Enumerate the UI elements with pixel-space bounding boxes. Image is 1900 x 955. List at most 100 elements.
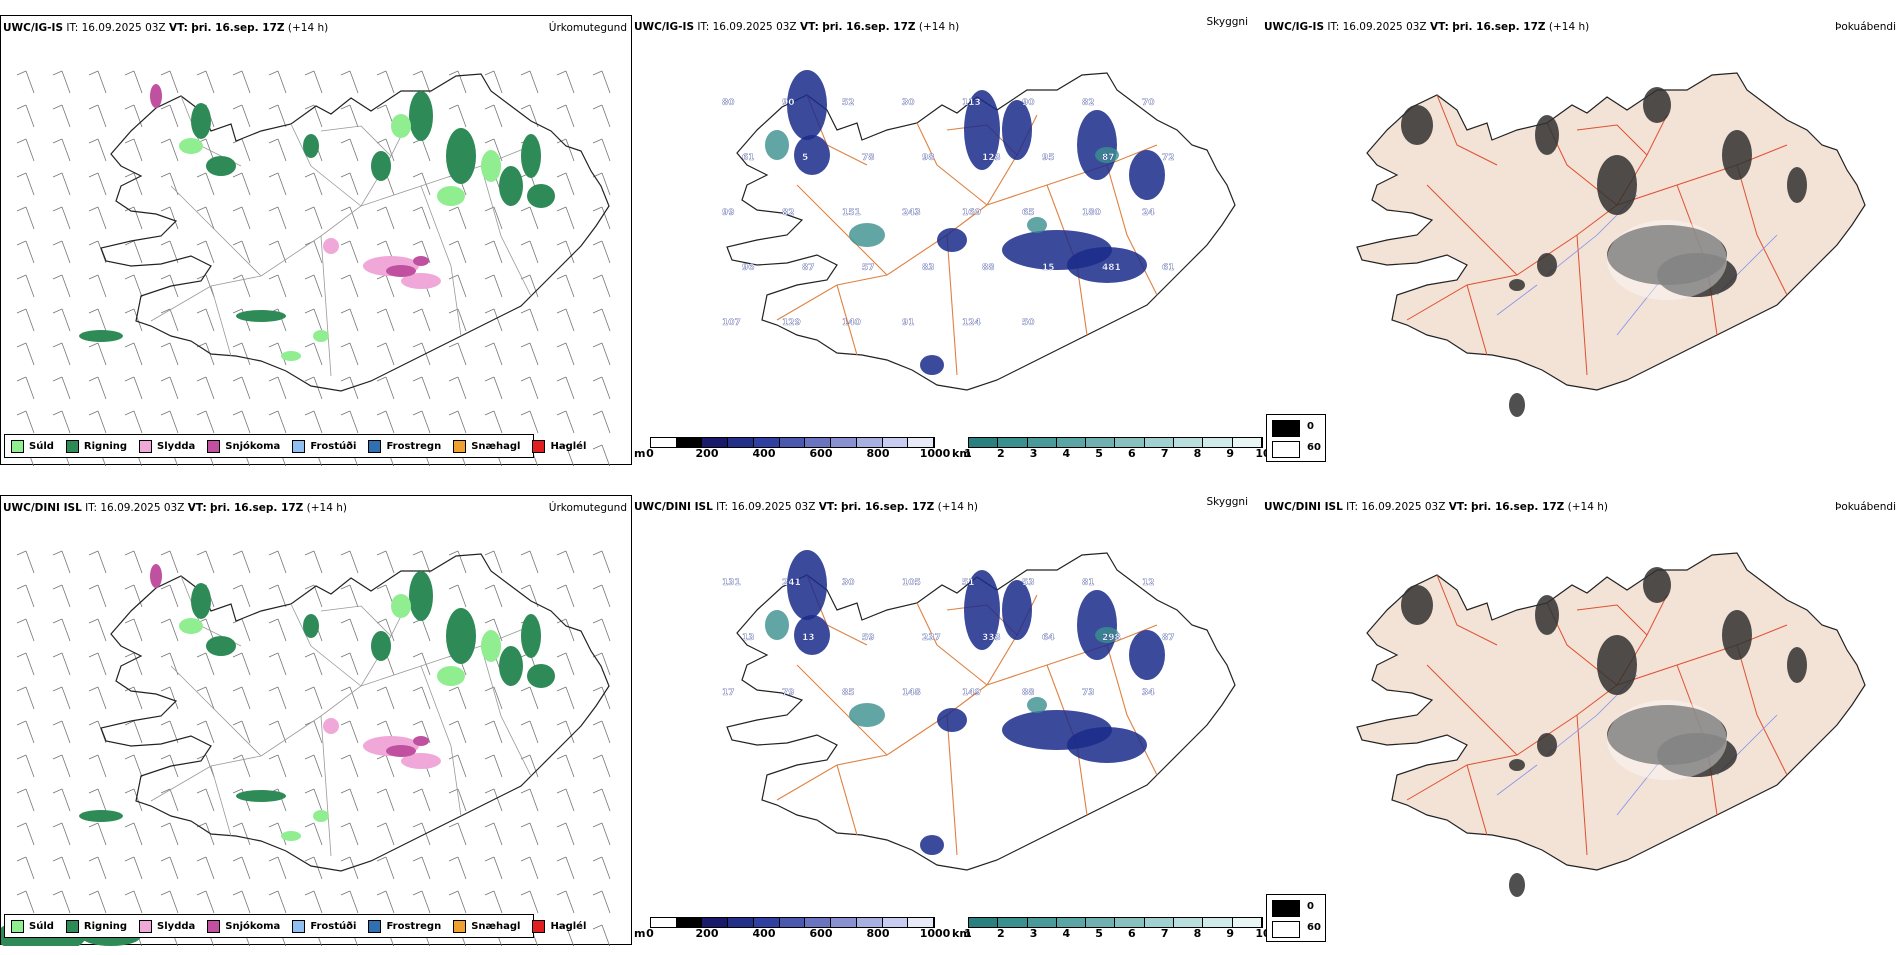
scale-step bbox=[728, 918, 754, 927]
wind-barb bbox=[196, 308, 215, 332]
wind-barb bbox=[484, 70, 503, 94]
vt-value: þri. 16.sep. 17Z bbox=[841, 501, 935, 513]
precip-area bbox=[794, 615, 830, 655]
wind-barb bbox=[160, 618, 179, 642]
legend-item: Snjókoma bbox=[207, 439, 280, 453]
wind-barb bbox=[304, 240, 323, 264]
legend-swatch bbox=[11, 439, 24, 453]
cloud-labels: 131 241 30 105 51 53 81 12 13 13 59 237 333 64 298 87 17… bbox=[722, 578, 1175, 698]
wind-barb bbox=[556, 788, 575, 812]
iceland-landmass bbox=[726, 550, 1236, 871]
cloud-height-label: 13 bbox=[742, 633, 755, 643]
precip-area bbox=[206, 156, 236, 176]
wind-barb bbox=[484, 822, 503, 846]
wind-barb bbox=[340, 686, 359, 710]
wind-barb bbox=[232, 410, 251, 434]
panel-title: Þokuábendi bbox=[1835, 501, 1896, 513]
precip-area bbox=[527, 184, 555, 208]
cloud-height-label: 241 bbox=[782, 578, 801, 588]
wind-barb bbox=[340, 138, 359, 162]
scale-step bbox=[1086, 438, 1116, 447]
precip-area bbox=[323, 718, 339, 734]
wind-barb bbox=[592, 240, 611, 264]
legend-item: Rigning bbox=[65, 919, 127, 933]
scale-step bbox=[676, 918, 703, 927]
precip-area bbox=[1722, 130, 1752, 180]
cloud-height-label: 82 bbox=[782, 208, 795, 218]
cloud-height-label: 243 bbox=[902, 208, 921, 218]
wind-barb bbox=[484, 754, 503, 778]
fog-legend-swatch bbox=[1272, 900, 1300, 917]
wind-barb bbox=[196, 720, 215, 744]
wind-barb bbox=[556, 686, 575, 710]
wind-barb bbox=[520, 788, 539, 812]
precip-area bbox=[313, 810, 329, 822]
legend-label: Súld bbox=[29, 920, 54, 932]
wind-barb bbox=[412, 206, 431, 230]
cloud-height-label: 91 bbox=[902, 318, 915, 328]
river-line bbox=[1496, 284, 1538, 316]
vt-label: VT: bbox=[168, 22, 188, 34]
scale-tick-label: 8 bbox=[1193, 927, 1202, 940]
wind-barb bbox=[448, 410, 467, 434]
scale-step bbox=[1056, 918, 1087, 927]
cloud-height-label: 64 bbox=[1042, 633, 1055, 643]
road-line bbox=[210, 285, 232, 357]
wind-barb bbox=[592, 308, 611, 332]
precip-area bbox=[79, 330, 123, 342]
scale-tick-label: 1000 bbox=[919, 927, 951, 940]
lead-time: (+14 h) bbox=[306, 502, 347, 514]
wind-barb bbox=[52, 686, 71, 710]
scale-tick-label: 800 bbox=[866, 927, 890, 940]
scale-step bbox=[676, 438, 703, 447]
precip-area bbox=[413, 736, 429, 746]
wind-barb bbox=[124, 104, 143, 128]
scale-step bbox=[831, 438, 857, 447]
legend-swatch bbox=[368, 919, 382, 933]
scale-step bbox=[1144, 918, 1175, 927]
precip-area bbox=[1787, 647, 1807, 683]
road-line bbox=[1576, 714, 1588, 856]
precip-area bbox=[849, 703, 885, 727]
cloud-height-label: 5 bbox=[802, 153, 808, 163]
wind-barb bbox=[484, 550, 503, 574]
wind-barb bbox=[88, 584, 107, 608]
wind-barb bbox=[412, 70, 431, 94]
wind-barb bbox=[340, 822, 359, 846]
precip-area bbox=[521, 614, 541, 658]
vt-label: VT: bbox=[818, 501, 838, 513]
legend-swatch bbox=[292, 919, 306, 933]
scale-colorbar bbox=[968, 437, 1263, 448]
legend-swatch bbox=[532, 439, 546, 453]
road-line bbox=[420, 185, 462, 337]
wind-barb bbox=[304, 342, 323, 366]
wind-barb bbox=[340, 410, 359, 434]
wind-barb bbox=[268, 274, 287, 298]
cloud-height-label: 149 bbox=[962, 688, 981, 698]
precip-area bbox=[499, 166, 523, 206]
wind-barb bbox=[16, 342, 35, 366]
wind-barb bbox=[556, 376, 575, 400]
legend-label: Slydda bbox=[157, 920, 196, 932]
model-name: UWC/DINI ISL bbox=[1264, 501, 1343, 513]
wind-barb bbox=[484, 308, 503, 332]
wind-barb bbox=[268, 856, 287, 880]
legend-label: Haglél bbox=[550, 440, 587, 452]
precip-area bbox=[964, 570, 1000, 650]
precip-area bbox=[521, 134, 541, 178]
cloud-height-label: 85 bbox=[842, 688, 855, 698]
scale-step bbox=[1232, 438, 1262, 447]
wind-barb bbox=[232, 70, 251, 94]
precip-area bbox=[1095, 627, 1119, 643]
scale-tick-label: 3 bbox=[1029, 447, 1038, 460]
wind-barb bbox=[124, 342, 143, 366]
vt-value: þri. 16.sep. 17Z bbox=[1452, 21, 1546, 33]
scale-step bbox=[753, 918, 780, 927]
cloud-height-label: 50 bbox=[1022, 318, 1035, 328]
it-label: IT: bbox=[716, 501, 729, 513]
legend-label: Frostúði bbox=[310, 440, 357, 452]
precip-area bbox=[179, 138, 203, 154]
scale-tick-label: 4 bbox=[1062, 447, 1071, 460]
precip-type-legend: Súld Rigning Slydda Snjókoma Frostúði Frostre… bbox=[4, 914, 586, 938]
cloud-height-label: 90 bbox=[782, 98, 795, 108]
